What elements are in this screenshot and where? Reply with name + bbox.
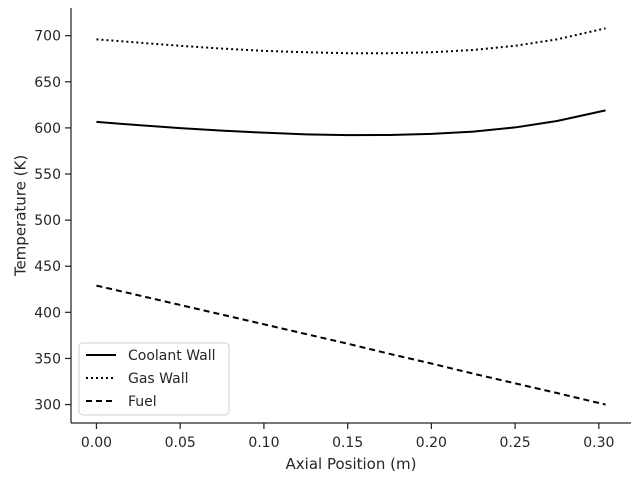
x-tick-label: 0.10 — [248, 435, 279, 451]
x-axis-label: Axial Position (m) — [286, 455, 417, 473]
y-tick-label: 400 — [34, 305, 61, 321]
series-line-fuel — [96, 284, 606, 406]
x-tick-label: 0.05 — [165, 435, 196, 451]
y-tick-label: 500 — [34, 213, 61, 229]
ticks-layer: 0.00 0.05 0.10 0.15 0.20 0.25 0.30 300 350 400 450… — [34, 29, 614, 451]
legend: Coolant Wall Gas Wall Fuel — [78, 342, 230, 416]
x-tick-label: 0.25 — [500, 435, 531, 451]
legend-label: Coolant Wall — [128, 348, 216, 364]
y-tick-label: 300 — [34, 398, 61, 414]
x-tick-label: 0.15 — [332, 435, 363, 451]
y-axis-label: Temperature (K) — [11, 155, 29, 277]
legend-label: Fuel — [128, 394, 157, 410]
y-tick-label: 550 — [34, 167, 61, 183]
y-tick-label: 650 — [34, 75, 61, 91]
y-tick-label: 350 — [34, 351, 61, 367]
legend-label: Gas Wall — [128, 371, 188, 387]
x-tick-label: 0.30 — [583, 435, 614, 451]
series-layer — [96, 27, 606, 406]
y-tick-label: 700 — [34, 29, 61, 45]
x-tick-label: 0.00 — [81, 435, 112, 451]
series-line-gas-wall — [96, 27, 606, 55]
axes-layer — [70, 8, 631, 424]
x-tick-label: 0.20 — [416, 435, 447, 451]
legend-box — [78, 342, 230, 416]
y-tick-label: 450 — [34, 259, 61, 275]
y-tick-label: 600 — [34, 121, 61, 137]
series-line-coolant-wall — [96, 109, 606, 137]
